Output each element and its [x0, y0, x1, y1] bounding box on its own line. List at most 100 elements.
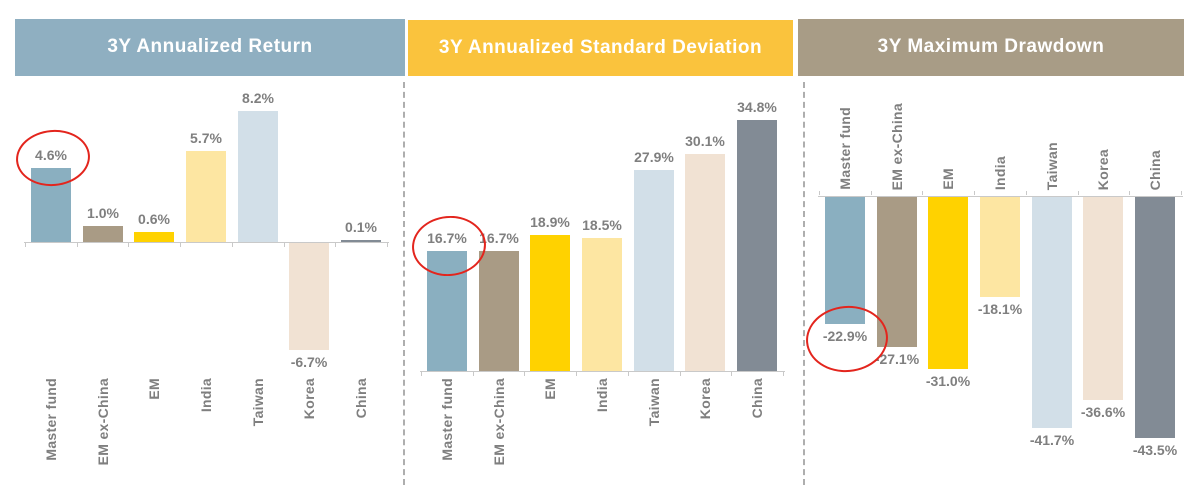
- category-label-wrap-china: China: [350, 378, 372, 483]
- category-label-china: China: [1147, 149, 1163, 190]
- value-label-em: 0.6%: [138, 211, 170, 227]
- category-label-wrap-china: China: [1144, 78, 1166, 190]
- axis-tick: [783, 372, 784, 376]
- axis-tick: [421, 372, 422, 376]
- bar-em-ex-china: [877, 197, 917, 347]
- bar-master-fund: [31, 168, 71, 242]
- bar-taiwan: [634, 170, 674, 371]
- axis-tick: [1129, 191, 1130, 195]
- category-label-wrap-china: China: [746, 378, 768, 483]
- category-label-em-ex-china: EM ex-China: [889, 102, 905, 190]
- bar-em: [134, 232, 174, 242]
- value-label-korea: 30.1%: [685, 133, 725, 149]
- category-label-china: China: [749, 378, 765, 419]
- axis-tick: [232, 243, 233, 247]
- category-label-korea: Korea: [1095, 148, 1111, 190]
- axis-tick: [731, 372, 732, 376]
- category-label-wrap-india: India: [989, 78, 1011, 190]
- category-label-india: India: [198, 378, 214, 413]
- category-label-india: India: [594, 378, 610, 413]
- category-label-wrap-taiwan: Taiwan: [247, 378, 269, 483]
- annotation-circle-master-fund: [409, 212, 489, 280]
- value-label-taiwan: -41.7%: [1029, 432, 1075, 448]
- bar-em-ex-china: [479, 251, 519, 371]
- value-label-em: -31.0%: [925, 373, 971, 389]
- value-label-em-ex-china: 1.0%: [87, 205, 119, 221]
- value-label-korea: -36.6%: [1080, 404, 1126, 420]
- category-label-korea: Korea: [301, 378, 317, 420]
- axis-tick: [1181, 191, 1182, 195]
- category-label-india: India: [992, 155, 1008, 190]
- bar-china: [341, 240, 381, 242]
- axis-tick: [335, 243, 336, 247]
- value-label-taiwan: 27.9%: [634, 149, 674, 165]
- category-label-wrap-master-fund: Master fund: [436, 378, 458, 483]
- axis-line-panel-3: [818, 196, 1183, 197]
- value-label-master-fund: -22.9%: [822, 328, 868, 344]
- panel-separator-right: [803, 82, 805, 485]
- category-label-wrap-em: EM: [937, 78, 959, 190]
- category-label-em: EM: [940, 168, 956, 190]
- axis-line-panel-1: [24, 242, 389, 243]
- axis-tick: [628, 372, 629, 376]
- category-label-wrap-master-fund: Master fund: [40, 378, 62, 483]
- category-label-wrap-taiwan: Taiwan: [643, 378, 665, 483]
- bar-india: [186, 151, 226, 242]
- category-label-em-ex-china: EM ex-China: [95, 378, 111, 466]
- category-label-taiwan: Taiwan: [1044, 141, 1060, 190]
- axis-tick: [128, 243, 129, 247]
- annotation-circle-master-fund: [13, 126, 93, 190]
- bar-em: [530, 235, 570, 371]
- axis-tick: [77, 243, 78, 247]
- bar-india: [582, 238, 622, 371]
- value-label-india: 18.5%: [582, 217, 622, 233]
- category-label-wrap-korea: Korea: [694, 378, 716, 483]
- bar-india: [980, 197, 1020, 297]
- bar-korea: [289, 243, 329, 350]
- axis-line-panel-2: [420, 371, 785, 372]
- header-title-return: 3Y Annualized Return: [107, 36, 313, 58]
- panel-separator-left: [403, 82, 405, 485]
- bar-em-ex-china: [83, 226, 123, 242]
- header-3y-annualized-standard-deviation: 3Y Annualized Standard Deviation: [408, 20, 793, 76]
- header-3y-annualized-return: 3Y Annualized Return: [15, 19, 405, 76]
- category-label-wrap-em: EM: [539, 378, 561, 483]
- category-label-wrap-india: India: [591, 378, 613, 483]
- category-label-master-fund: Master fund: [837, 107, 853, 190]
- category-label-em: EM: [146, 378, 162, 400]
- axis-tick: [922, 191, 923, 195]
- bar-china: [737, 120, 777, 371]
- axis-tick: [871, 191, 872, 195]
- value-label-master-fund: 16.7%: [427, 230, 467, 246]
- category-label-taiwan: Taiwan: [646, 378, 662, 427]
- bar-master-fund: [427, 251, 467, 371]
- value-label-china: -43.5%: [1132, 442, 1178, 458]
- category-label-master-fund: Master fund: [439, 378, 455, 461]
- axis-tick: [473, 372, 474, 376]
- value-label-master-fund: 4.6%: [35, 147, 67, 163]
- value-label-india: 5.7%: [190, 130, 222, 146]
- category-label-wrap-india: India: [195, 378, 217, 483]
- axis-tick: [387, 243, 388, 247]
- bar-taiwan: [238, 111, 278, 242]
- axis-tick: [1026, 191, 1027, 195]
- category-label-wrap-em: EM: [143, 378, 165, 483]
- bar-korea: [1083, 197, 1123, 400]
- bar-china: [1135, 197, 1175, 438]
- bar-taiwan: [1032, 197, 1072, 428]
- axis-tick: [180, 243, 181, 247]
- value-label-em-ex-china: 16.7%: [479, 230, 519, 246]
- bar-korea: [685, 154, 725, 371]
- header-title-standard-deviation: 3Y Annualized Standard Deviation: [438, 36, 763, 58]
- axis-tick: [1078, 191, 1079, 195]
- category-label-wrap-em-ex-china: EM ex-China: [886, 78, 908, 190]
- category-label-wrap-korea: Korea: [1092, 78, 1114, 190]
- category-label-wrap-master-fund: Master fund: [834, 78, 856, 190]
- category-label-taiwan: Taiwan: [250, 378, 266, 427]
- axis-tick: [680, 372, 681, 376]
- category-label-wrap-em-ex-china: EM ex-China: [92, 378, 114, 483]
- value-label-india: -18.1%: [977, 301, 1023, 317]
- value-label-china: 34.8%: [737, 99, 777, 115]
- value-label-em-ex-china: -27.1%: [874, 351, 920, 367]
